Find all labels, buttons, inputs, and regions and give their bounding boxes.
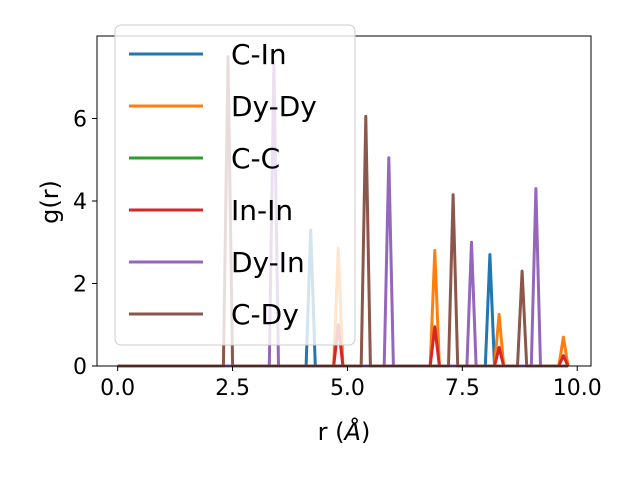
x-axis-label: r (Å) bbox=[318, 417, 371, 446]
y-tick-label: 6 bbox=[73, 108, 87, 133]
legend-label: C-Dy bbox=[231, 298, 299, 331]
legend-label: C-In bbox=[231, 38, 287, 71]
x-tick-label: 10.0 bbox=[553, 376, 602, 401]
y-tick-label: 2 bbox=[73, 273, 87, 298]
y-axis-label: g(r) bbox=[36, 180, 64, 224]
legend-label: Dy-Dy bbox=[231, 90, 317, 123]
legend: C-In Dy-Dy C-C In-In Dy-In C-Dy bbox=[114, 24, 356, 346]
x-tick-label: 0.0 bbox=[100, 376, 135, 401]
legend-label: Dy-In bbox=[231, 246, 305, 279]
x-tick-label: 2.5 bbox=[215, 376, 250, 401]
legend-label: C-C bbox=[231, 142, 280, 175]
y-tick-label: 0 bbox=[73, 355, 87, 380]
legend-label: In-In bbox=[231, 194, 293, 227]
x-tick-label: 5.0 bbox=[330, 376, 365, 401]
legend-box bbox=[114, 24, 356, 346]
axes-layer: 0.0 2.5 5.0 7.5 10.0 0 2 4 6 bbox=[73, 35, 602, 401]
x-tick-label: 7.5 bbox=[445, 376, 480, 401]
y-tick-label: 4 bbox=[73, 190, 87, 215]
